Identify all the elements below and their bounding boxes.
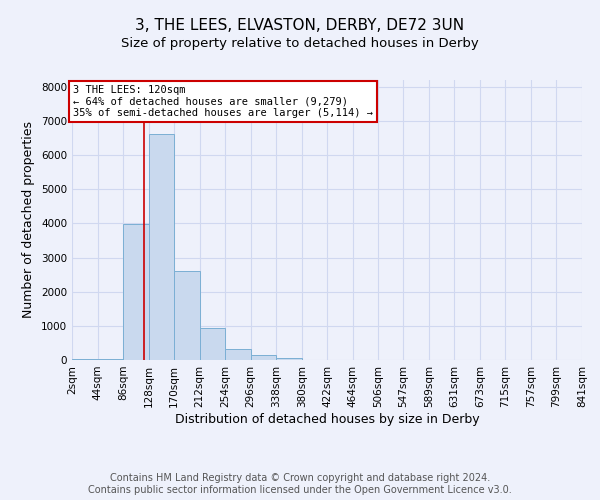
Bar bbox=[123, 224, 149, 360]
Bar bbox=[149, 134, 174, 360]
Bar bbox=[72, 359, 98, 360]
Y-axis label: Number of detached properties: Number of detached properties bbox=[22, 122, 35, 318]
Bar bbox=[276, 358, 302, 360]
Bar bbox=[98, 359, 123, 360]
Text: 3 THE LEES: 120sqm
← 64% of detached houses are smaller (9,279)
35% of semi-deta: 3 THE LEES: 120sqm ← 64% of detached hou… bbox=[73, 85, 373, 118]
X-axis label: Distribution of detached houses by size in Derby: Distribution of detached houses by size … bbox=[175, 412, 479, 426]
Bar bbox=[174, 271, 200, 360]
Text: Size of property relative to detached houses in Derby: Size of property relative to detached ho… bbox=[121, 38, 479, 51]
Bar bbox=[200, 328, 225, 360]
Bar bbox=[225, 350, 251, 360]
Text: Contains HM Land Registry data © Crown copyright and database right 2024.
Contai: Contains HM Land Registry data © Crown c… bbox=[88, 474, 512, 495]
Text: 3, THE LEES, ELVASTON, DERBY, DE72 3UN: 3, THE LEES, ELVASTON, DERBY, DE72 3UN bbox=[136, 18, 464, 32]
Bar bbox=[251, 356, 276, 360]
